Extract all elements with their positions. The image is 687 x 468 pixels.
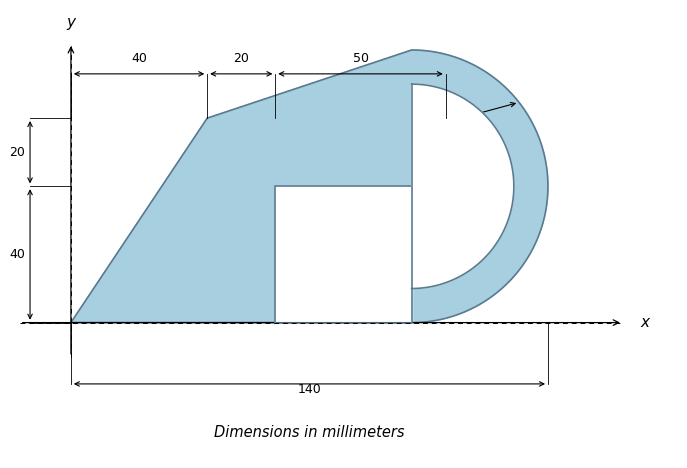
Text: y: y bbox=[67, 15, 76, 29]
Polygon shape bbox=[412, 84, 514, 288]
Polygon shape bbox=[275, 186, 412, 322]
Text: 140: 140 bbox=[297, 383, 322, 396]
Polygon shape bbox=[71, 50, 548, 322]
Text: 40: 40 bbox=[9, 248, 25, 261]
Text: 40: 40 bbox=[131, 52, 147, 66]
Text: 50: 50 bbox=[352, 52, 368, 66]
Text: Dimensions in millimeters: Dimensions in millimeters bbox=[214, 425, 405, 440]
Text: 20: 20 bbox=[9, 146, 25, 159]
Text: x: x bbox=[640, 315, 649, 330]
Text: 30: 30 bbox=[439, 163, 455, 176]
Text: 40: 40 bbox=[439, 118, 455, 132]
Text: 20: 20 bbox=[234, 52, 249, 66]
